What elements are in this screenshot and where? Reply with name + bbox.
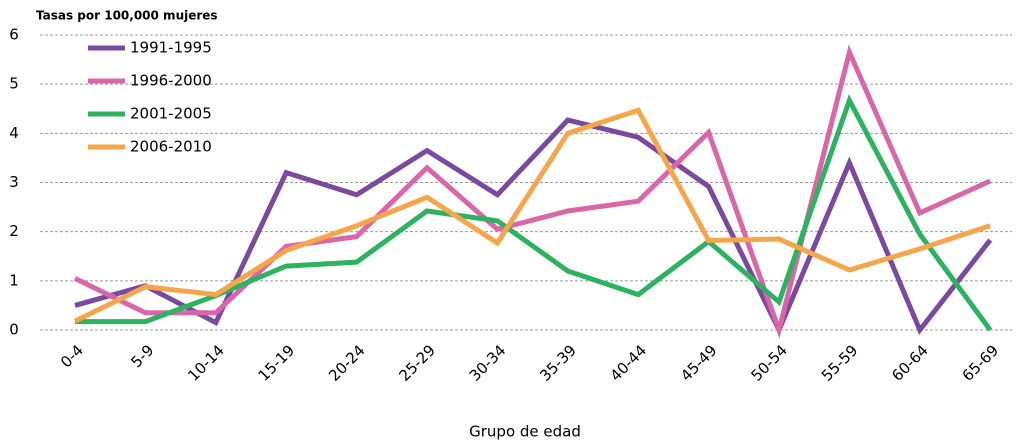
series-line xyxy=(73,107,991,324)
x-tick-label: 65-69 xyxy=(959,341,1003,385)
y-axis-label: Tasas por 100,000 mujeres xyxy=(36,9,218,23)
series-line xyxy=(75,94,993,332)
y-tick-label: 2 xyxy=(9,222,19,240)
x-tick-label: 15-19 xyxy=(255,341,299,385)
y-tick-label: 0 xyxy=(9,321,19,339)
legend-label: 1991-1995 xyxy=(130,39,212,57)
x-tick-label: 30-34 xyxy=(466,341,510,385)
legend-label: 1996-2000 xyxy=(130,72,212,90)
x-tick-label: 10-14 xyxy=(184,341,228,385)
x-tick-label: 25-29 xyxy=(395,341,439,385)
series-line xyxy=(74,117,993,337)
x-tick-label: 35-39 xyxy=(536,341,580,385)
y-tick-label: 3 xyxy=(9,173,19,191)
x-tick-label: 0-4 xyxy=(57,341,87,371)
y-tick-label: 1 xyxy=(9,271,19,289)
series-line xyxy=(73,44,992,339)
x-tick-label: 50-54 xyxy=(747,341,791,385)
y-tick-label: 5 xyxy=(9,75,19,93)
x-tick-label: 20-24 xyxy=(325,341,369,385)
legend-label: 2006-2010 xyxy=(130,138,212,156)
x-tick-label: 45-49 xyxy=(677,341,721,385)
x-tick-label: 5-9 xyxy=(127,341,157,371)
x-axis-label: Grupo de edad xyxy=(469,423,581,441)
y-tick-label: 4 xyxy=(9,124,19,142)
x-tick-label: 60-64 xyxy=(888,341,932,385)
x-tick-label: 55-59 xyxy=(818,341,862,385)
legend-label: 2001-2005 xyxy=(130,105,212,123)
y-tick-label: 6 xyxy=(9,26,19,44)
x-tick-label: 40-44 xyxy=(607,341,651,385)
